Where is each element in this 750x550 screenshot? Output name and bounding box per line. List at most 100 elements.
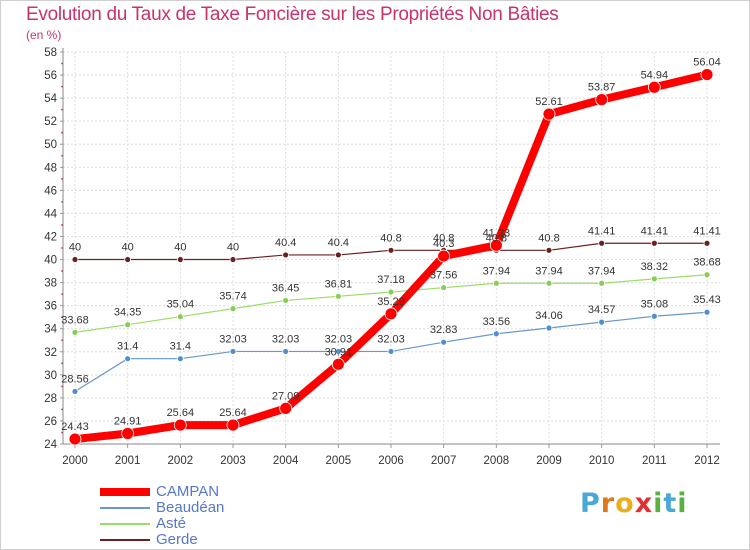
data-label: 52.61 [535,96,563,108]
logo-letter: o [615,488,635,519]
data-label: 32.83 [430,324,458,336]
data-label: 41.41 [693,225,721,237]
legend-item-beaudéan: Beaudéan [100,499,300,516]
data-point [282,297,290,304]
data-label: 40 [174,242,186,254]
axes: 24 26 28 30 32 34 36 38 40 42 44 46 48 50 52 54 56 58 2000… [44,47,720,467]
data-label: 25.64 [167,407,195,419]
data-label: 25.64 [219,407,247,419]
y-tick-label: 52 [44,116,57,128]
data-point [384,307,398,321]
y-tick-label: 32 [44,347,57,359]
data-point [703,308,711,316]
data-point [647,80,661,94]
data-point [226,418,240,432]
data-label: 33.56 [483,316,511,328]
data-label: 40.4 [328,237,349,249]
data-point [440,284,448,292]
data-point [700,68,714,81]
legend-swatch [100,507,150,509]
data-label: 54.94 [641,69,669,81]
data-point [331,357,345,371]
logo-letter: i [677,488,688,519]
data-point [703,239,711,247]
data-point [176,256,184,263]
y-tick-label: 54 [44,93,57,105]
data-point [176,355,184,363]
data-label: 37.94 [588,265,616,277]
data-label: 32.03 [272,333,300,345]
y-minor-tick [61,408,63,411]
data-label: 40 [122,242,134,254]
legend-label: CAMPAN [156,483,220,500]
x-tick-label: 2003 [220,455,246,467]
data-point [229,348,237,355]
y-tick-label: 44 [44,208,57,220]
x-tick-label: 2008 [484,455,510,467]
data-label: 35.04 [167,299,195,311]
y-tick-label: 58 [44,47,57,59]
x-tick-label: 2012 [694,455,720,467]
data-point [334,292,342,300]
legend: CAMPAN Beaudéan Asté Gerde [100,483,300,548]
logo-letter: r [600,488,616,519]
y-minor-tick [61,177,63,180]
legend-swatch [100,488,150,496]
data-point [71,256,79,263]
data-label: 40 [227,242,239,254]
data-label: 32.03 [219,333,247,345]
legend-swatch [100,523,150,525]
logo-letter: P [580,488,601,519]
y-tick-label: 56 [44,70,57,82]
y-minor-tick [61,131,63,134]
y-minor-tick [61,385,63,388]
data-label: 35.74 [219,291,247,303]
y-tick-label: 50 [44,139,57,151]
y-minor-tick [61,247,63,249]
x-tick-label: 2005 [326,455,352,467]
data-label: 34.57 [588,304,616,316]
data-label: 36.81 [325,278,353,290]
data-point [545,246,553,254]
legend-item-gerde: Gerde [100,531,300,548]
y-tick-label: 26 [44,416,57,428]
data-point [229,256,237,263]
data-label: 40.4 [275,237,296,249]
data-label: 28.56 [61,373,89,385]
data-label: 41.41 [641,225,669,237]
data-point [440,338,448,346]
y-minor-tick [61,362,63,365]
y-minor-tick [61,431,63,434]
data-label: 32.03 [377,333,405,345]
x-tick-label: 2009 [536,455,562,467]
y-tick-label: 24 [44,439,57,451]
data-label: 40.3 [433,238,454,250]
data-point [229,305,237,313]
data-point [650,239,658,247]
data-label: 53.87 [588,82,616,94]
data-point [492,279,500,287]
y-minor-tick [61,316,63,319]
proxiti-logo: Proxiti [580,488,688,519]
data-label: 31.4 [170,341,191,353]
data-label: 40.8 [486,232,507,244]
data-labels: 40 40 40 40 40.4 40.4 40.8 40.8 40.8 40.8 41.41 41.… [61,57,721,433]
data-point [124,256,132,263]
data-point [387,348,395,355]
y-tick-label: 28 [44,393,57,405]
x-tick-label: 2002 [168,455,194,467]
legend-item-campan: CAMPAN [100,483,300,500]
legend-label: Beaudéan [156,499,225,516]
data-label: 37.94 [483,265,511,277]
data-label: 31.4 [117,341,138,353]
logo-letter: x [634,488,654,519]
y-minor-tick [61,154,63,157]
data-label: 40.8 [538,232,559,244]
data-point [545,324,553,332]
data-label: 37.56 [430,270,458,282]
data-point [282,251,290,259]
data-label: 32.03 [325,333,353,345]
legend-label: Asté [156,515,187,532]
data-label: 35.29 [377,296,405,308]
